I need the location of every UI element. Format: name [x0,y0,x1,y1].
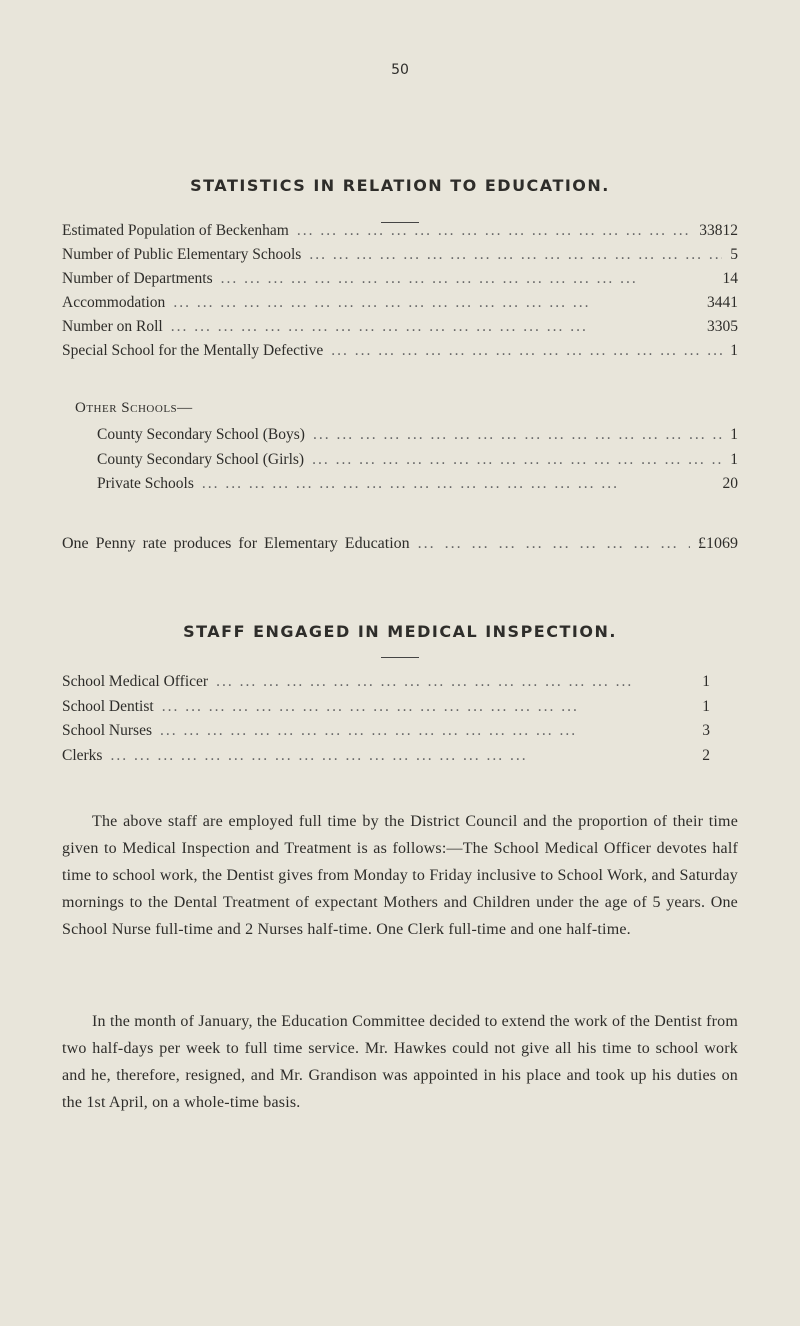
table-row: Number on Roll 3305 [62,318,738,342]
table-row: County Secondary School (Girls) 1 [97,451,738,476]
table-row: Accommodation 3441 [62,294,738,318]
table-row: School Medical Officer 1 [62,673,710,698]
penny-rate-row: One Penny rate produces for Elementary E… [62,535,738,559]
paragraph-text: The above staff are employed full time b… [62,813,738,938]
row-value: 33812 [699,222,738,239]
education-statistics-title: STATISTICS IN RELATION TO EDUCATION. [190,176,610,195]
other-schools-heading: Other Schools— [75,400,193,416]
dentist-paragraph: In the month of January, the Education C… [62,1008,738,1116]
row-label: County Secondary School (Girls) [97,450,305,468]
row-value: 2 [702,747,710,765]
row-label: Number of Departments [62,270,213,287]
dot-leader [331,342,722,360]
dot-leader [297,222,691,240]
row-label: Private Schools [97,475,194,492]
dot-leader [418,535,690,553]
staff-title: STAFF ENGAGED IN MEDICAL INSPECTION. [183,622,617,641]
row-value: 3 [702,722,710,740]
table-row: Number of Departments 14 [62,270,738,294]
staff-table: School Medical Officer1 School Dentist1 … [62,673,710,772]
row-label: School Nurses [62,722,152,740]
dot-leader [312,451,722,469]
row-value: 3441 [707,294,738,311]
dot-leader [221,270,715,288]
row-value: 3305 [707,318,738,335]
table-row: County Secondary School (Boys) 1 [97,426,738,451]
row-value: £1069 [698,535,738,552]
dot-leader [162,698,695,716]
table-row: School Nurses 3 [62,722,710,747]
paragraph-text: In the month of January, the Education C… [62,1013,738,1111]
dot-leader [313,426,722,444]
row-value: 1 [702,673,710,690]
row-label: Special School for the Mentally Defectiv… [62,342,324,359]
row-value: 14 [722,270,739,287]
row-label: County Secondary School (Boys) [97,426,305,443]
row-value: 1 [702,697,710,715]
dot-leader [309,246,722,264]
row-value: 1 [730,342,738,359]
education-statistics-table: Estimated Population of Beckenham 33812 N… [62,222,738,366]
row-label: Accommodation [62,294,166,311]
row-label: Number of Public Elementary Schools [62,246,302,263]
dot-leader [202,475,715,493]
dot-leader [110,747,694,765]
table-row: Clerks 2 [62,747,710,772]
row-label: Number on Roll [62,318,163,335]
dot-leader [173,294,699,312]
row-value: 5 [730,246,738,263]
table-row: Estimated Population of Beckenham 33812 [62,222,738,246]
row-label: School Dentist [62,697,154,715]
title-divider [381,657,419,658]
row-label: School Medical Officer [62,673,209,690]
dot-leader [216,673,694,691]
other-schools-table: County Secondary School (Boys) 1 County S… [97,426,738,500]
dot-leader [171,318,699,336]
table-row: School Dentist 1 [62,698,710,723]
table-row: Private Schools 20 [97,475,738,500]
row-label: One Penny rate produces for Elementary E… [62,535,410,552]
table-row: Special School for the Mentally Defectiv… [62,342,738,366]
page-number: 50 [391,62,409,78]
row-label: Estimated Population of Beckenham [62,222,289,239]
row-value: 1 [730,450,738,468]
table-row: Number of Public Elementary Schools 5 [62,246,738,270]
dot-leader [160,722,694,740]
row-label: Clerks [62,747,103,765]
row-value: 20 [722,475,739,492]
row-value: 1 [730,426,738,443]
staff-time-paragraph: The above staff are employed full time b… [62,808,738,943]
